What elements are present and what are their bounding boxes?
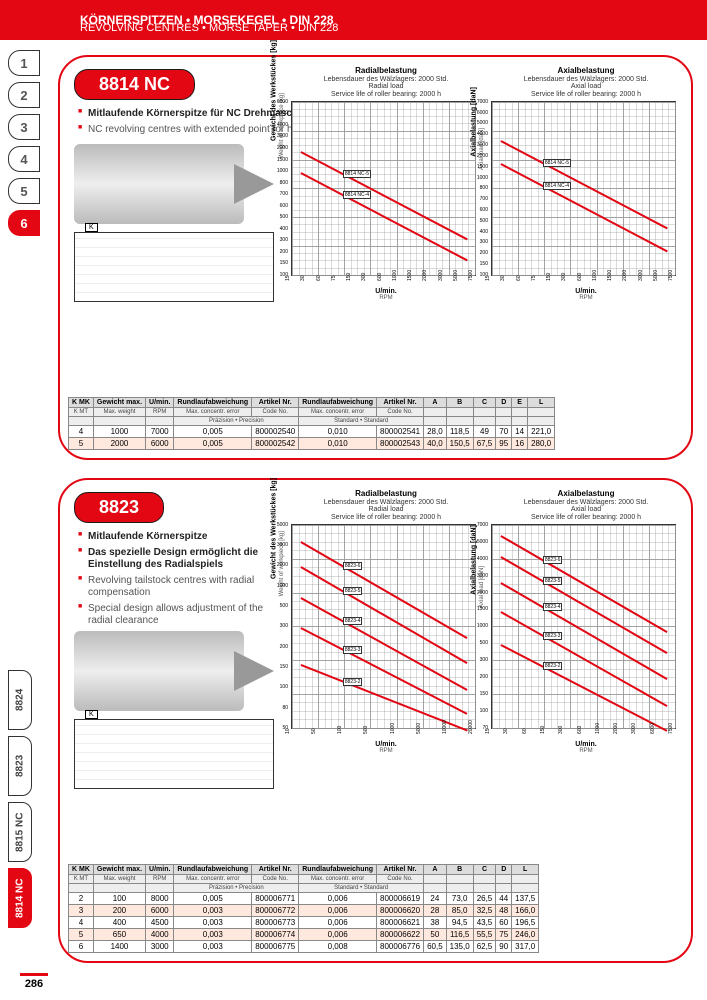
section-tab-5[interactable]: 5 (8, 178, 40, 204)
table-row: 210080000,0058000067710,0068000066192473… (69, 893, 539, 905)
chart-canvas: Gewicht des Werkstückes [kg] Weight of w… (291, 524, 476, 729)
product-photo (74, 144, 244, 224)
table-row: 440045000,0038000067730,0068000066213894… (69, 917, 539, 929)
bullet-item: Mitlaufende Körnerspitze (78, 531, 278, 543)
axial-chart: Axialbelastung Lebensdauer des Wälzlager… (491, 490, 681, 754)
product-card-8823: 8823 Mitlaufende Körnerspitze Das speziel… (58, 478, 693, 963)
table-row: 4100070000,0058000025400,01080000254128,… (69, 426, 555, 438)
product-tabs: 8824 8823 8815 NC 8814 NC (8, 670, 32, 934)
section-tab-2[interactable]: 2 (8, 82, 40, 108)
technical-drawing: K (74, 232, 274, 302)
bullet-item: Das spezielle Design ermöglicht die Eins… (78, 547, 278, 571)
section-tab-6[interactable]: 6 (8, 210, 40, 236)
table-row: 5200060000,0058000025420,01080000254340,… (69, 438, 555, 450)
chart-canvas: Axialbelastung [daN] Axial load [daN] 88… (491, 524, 676, 729)
product-badge: 8814 NC (74, 69, 195, 100)
product-tab[interactable]: 8824 (8, 670, 32, 730)
product-photo (74, 631, 244, 711)
product-badge: 8823 (74, 492, 164, 523)
page-header: KÖRNERSPITZEN • MORSEKEGEL • DIN 228 REV… (0, 0, 707, 40)
spec-table: K MKGewicht max.U/min.Rundlaufabweichung… (68, 397, 555, 450)
radial-chart: Radialbelastung Lebensdauer des Wälzlage… (291, 67, 481, 301)
axial-chart: Axialbelastung Lebensdauer des Wälzlager… (491, 67, 681, 301)
table-row: 320060000,0038000067720,0068000066202885… (69, 905, 539, 917)
header-line2: REVOLVING CENTRES • MORSE TAPER • DIN 22… (80, 22, 338, 34)
product-tab[interactable]: 8815 NC (8, 802, 32, 862)
table-row: 6140030000,0038000067750,00880000677660,… (69, 941, 539, 953)
page-number: 286 (20, 973, 48, 990)
technical-drawing: K (74, 719, 274, 789)
section-tab-1[interactable]: 1 (8, 50, 40, 76)
charts-row: Radialbelastung Lebensdauer des Wälzlage… (291, 490, 681, 754)
spec-table: K MKGewicht max.U/min.Rundlaufabweichung… (68, 864, 539, 953)
product-tab[interactable]: 8823 (8, 736, 32, 796)
radial-chart: Radialbelastung Lebensdauer des Wälzlage… (291, 490, 481, 754)
product-card-8814nc: 8814 NC Mitlaufende Körnerspitze für NC … (58, 55, 693, 460)
bullet-list: Mitlaufende Körnerspitze Das spezielle De… (78, 531, 278, 627)
chart-canvas: Axialbelastung [daN] Axial load [daN] 88… (491, 101, 676, 276)
bullet-item: Special design allows adjustment of the … (78, 603, 278, 627)
section-tab-4[interactable]: 4 (8, 146, 40, 172)
chart-canvas: Gewicht des Werkstückes [kg] Weight of w… (291, 101, 476, 276)
section-tabs: 1 2 3 4 5 6 (8, 50, 40, 242)
charts-row: Radialbelastung Lebensdauer des Wälzlage… (291, 67, 681, 301)
section-tab-3[interactable]: 3 (8, 114, 40, 140)
table-row: 565040000,0038000067740,0068000066225011… (69, 929, 539, 941)
bullet-item: Revolving tailstock centres with radial … (78, 575, 278, 599)
product-tab[interactable]: 8814 NC (8, 868, 32, 928)
